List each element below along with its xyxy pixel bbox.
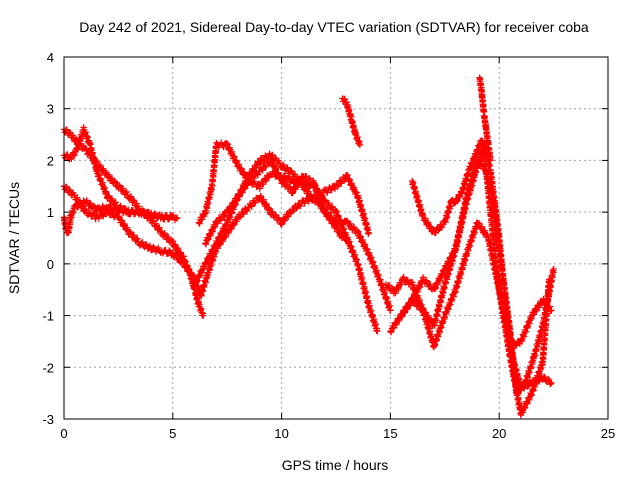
plus-marker-trace [202,156,394,314]
x-tick-label: 10 [274,426,288,441]
x-tick-label: 5 [169,426,176,441]
plot-frame [63,56,609,420]
y-tick-label: -2 [42,360,54,375]
series-track-9 [339,95,364,149]
plus-marker-trace [339,95,364,149]
x-tick-label: 20 [492,426,506,441]
plus-marker-trace [476,74,494,164]
y-axis-label: SDTVAR / TECUs [6,182,22,294]
x-tick-label: 15 [383,426,397,441]
x-tick-label: 25 [601,426,615,441]
series-track-8 [202,156,394,314]
y-tick-label: 1 [47,205,54,220]
chart-title: Day 242 of 2021, Sidereal Day-to-day VTE… [79,19,589,35]
plus-marker-trace [195,139,381,335]
series-track-13 [476,74,494,164]
y-tick-label: 3 [47,102,54,117]
y-tick-label: -1 [42,309,54,324]
y-tick-label: 0 [47,257,54,272]
y-tick-label: -3 [42,412,54,427]
axis-ticks: 0 5 10 15 20 25 -3 -2 -1 0 1 2 3 4 [42,50,615,441]
plus-marker-trace [382,219,555,351]
y-tick-label: 4 [47,50,54,65]
x-axis-label: GPS time / hours [282,457,389,473]
y-tick-label: 2 [47,153,54,168]
x-tick-label: 0 [60,426,67,441]
series-track-14 [382,219,555,351]
series-track-5 [195,139,381,335]
